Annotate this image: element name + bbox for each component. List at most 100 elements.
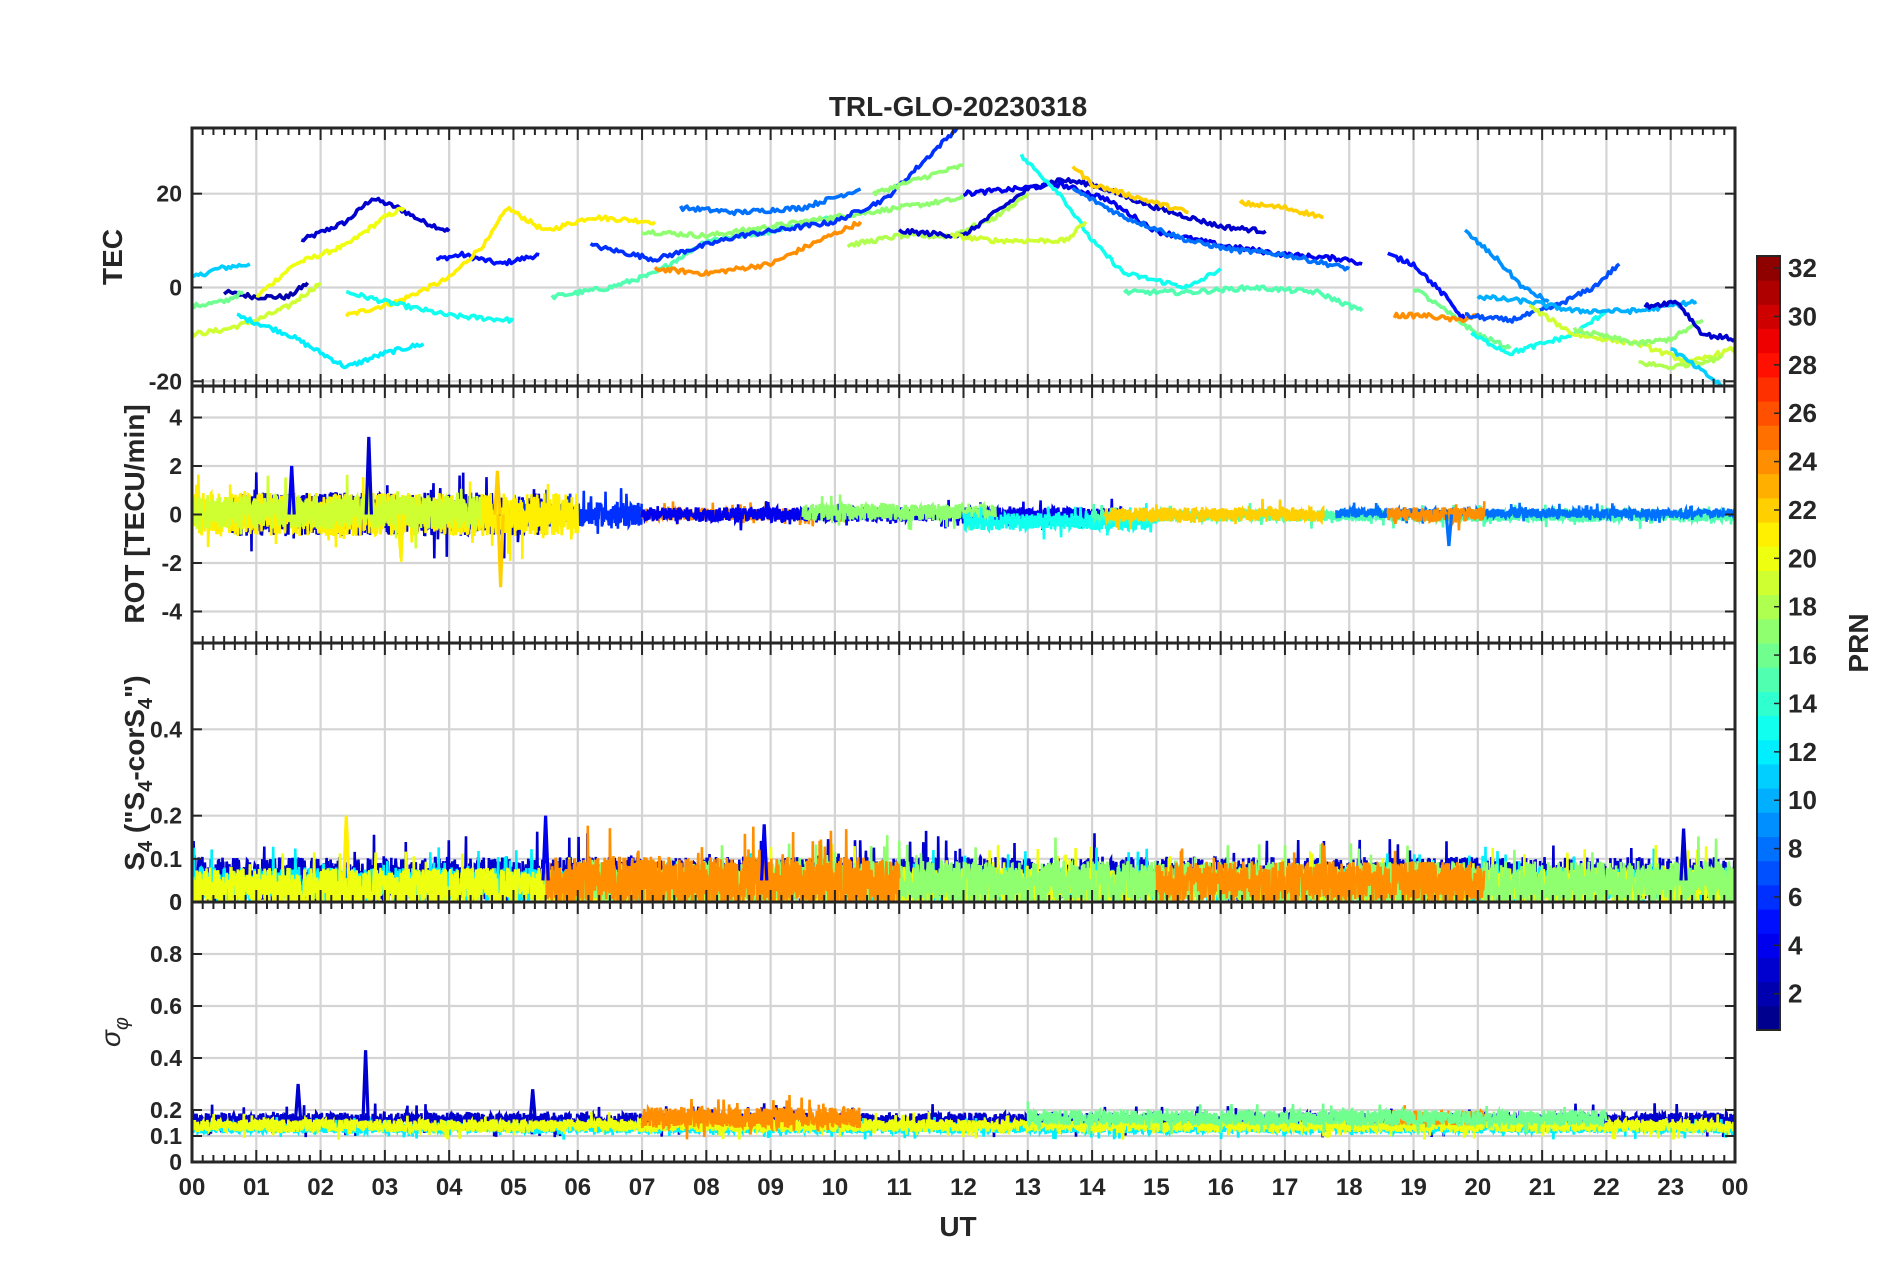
tec-series-prn-17: [1572, 318, 1704, 347]
x-tick-label: 00: [179, 1174, 206, 1201]
rot-y-axis-label: ROT [TECU/min]: [119, 404, 150, 623]
colorbar-bin-prn-23: [1757, 473, 1780, 499]
rot-series-prn-22: [1103, 498, 1325, 531]
colorbar-bin-prn-3: [1757, 957, 1780, 983]
rot-series-prn-13: [962, 503, 1158, 540]
tec-series-prn-3: [1643, 299, 1735, 343]
x-tick-label: 07: [629, 1174, 656, 1201]
colorbar-tick-label: 22: [1788, 495, 1817, 525]
colorbar-tick-label: 14: [1788, 688, 1817, 718]
tec-y-ticks: -20 0 20: [149, 181, 1735, 394]
colorbar-bin-prn-7: [1757, 860, 1780, 886]
colorbar-bin-prn-24: [1757, 449, 1780, 475]
rot-series-prn-17: [801, 494, 997, 531]
tec-series-prn-12: [236, 312, 425, 370]
y-tick-label: 2: [169, 453, 182, 479]
sigma_phi-spike-prn-3: [293, 1083, 303, 1121]
tec-series-prn-13: [345, 289, 515, 324]
y-tick-label: 0.8: [150, 941, 182, 967]
rot-spike-prn-22: [493, 470, 502, 515]
colorbar-bin-prn-28: [1757, 352, 1780, 378]
tec-series-prn-18: [1638, 354, 1724, 371]
x-axis-label: UT: [939, 1211, 976, 1242]
colorbar-bin-prn-18: [1757, 594, 1780, 620]
y-tick-label: 0: [169, 1149, 182, 1175]
sigma_phi-series-prn-20: [192, 1111, 1735, 1140]
x-tick-label: 05: [500, 1174, 527, 1201]
colorbar-tick-label: 6: [1788, 882, 1802, 912]
x-tick-label: 18: [1336, 1174, 1363, 1201]
colorbar-bin-prn-21: [1757, 522, 1780, 547]
colorbar-bin-prn-14: [1757, 691, 1780, 717]
sigma_phi-data: [192, 1050, 1735, 1140]
y-tick-label: 0.4: [150, 716, 182, 742]
x-tick-label: 08: [693, 1174, 720, 1201]
x-tick-label: 02: [307, 1174, 334, 1201]
y-tick-label: -4: [162, 598, 183, 624]
tec-series-prn-11: [192, 262, 251, 279]
x-tick-label: 20: [1464, 1174, 1491, 1201]
y-tick-label: 0.1: [150, 846, 182, 872]
y-tick-label: 0.2: [150, 1097, 182, 1123]
chart-title: TRL-GLO-20230318: [829, 91, 1087, 122]
colorbar-bin-prn-25: [1757, 425, 1780, 450]
colorbar-bin-prn-22: [1757, 497, 1780, 523]
y-tick-label: 0.2: [150, 803, 182, 829]
sigma_phi-panel: 00.10.2 0.4 0.6 0.8: [150, 900, 1737, 1175]
colorbar-bin-prn-2: [1757, 981, 1780, 1007]
sigma-phi-y-axis-label: σφ: [95, 1017, 133, 1047]
colorbar-tick-label: 16: [1788, 640, 1817, 670]
x-tick-label: 16: [1207, 1174, 1234, 1201]
colorbar-bin-prn-32: [1757, 256, 1780, 281]
tec-series-prn-16: [1412, 287, 1512, 350]
x-tick-label: 04: [436, 1174, 463, 1201]
tec-series-prn-20: [255, 206, 406, 298]
rot-y-ticks: -4 -2 0 2 4: [162, 405, 1735, 624]
colorbar-bin-prn-27: [1757, 376, 1780, 402]
y-tick-label: 0.6: [150, 993, 182, 1019]
tec-series-prn-22: [1238, 199, 1324, 219]
colorbar-frame: [1756, 255, 1781, 1031]
y-tick-label: 20: [156, 181, 182, 207]
y-tick-label: 0: [169, 502, 182, 528]
x-tick-label: 14: [1079, 1174, 1106, 1201]
rot-spike-prn-21: [396, 514, 406, 559]
x-tick-label: 03: [372, 1174, 399, 1201]
rot-spike-prn-8: [1444, 514, 1454, 547]
s4-panel: 000.10.20.4: [150, 641, 1737, 915]
colorbar-bin-prn-9: [1757, 812, 1780, 837]
sigma_phi-x-ticks: [191, 902, 1736, 1162]
colorbar-tick-label: 30: [1788, 301, 1817, 331]
tec-series-prn-13: [1470, 309, 1608, 357]
x-tick-label: 12: [950, 1174, 977, 1201]
tec-series-prn-17: [871, 163, 964, 197]
tec-series-prn-5: [435, 250, 540, 267]
tec-series-prn-21: [344, 205, 657, 318]
sigma_phi-series-prn-24: [640, 1094, 862, 1140]
tec-series-prn-13: [1019, 153, 1222, 290]
tec-series-prn-8: [679, 187, 862, 217]
s4-spike-prn-4: [541, 815, 550, 881]
colorbar-tick-label: 4: [1788, 930, 1803, 960]
colorbar-tick-label: 32: [1788, 253, 1817, 283]
tec-series-prn-19: [950, 220, 1088, 245]
tec-series-prn-8: [1071, 186, 1351, 272]
x-tick-label: 19: [1400, 1174, 1427, 1201]
y-axis-labels: TEC ROT [TECU/min] S4 ("S4-corS4") σφ: [95, 229, 157, 1047]
tec-series-prn-17: [641, 194, 965, 240]
colorbar-bin-prn-4: [1757, 933, 1780, 958]
colorbar-tick-label: 2: [1788, 979, 1802, 1009]
s4-x-ticks: [191, 643, 1736, 902]
x-tick-label: 17: [1272, 1174, 1299, 1201]
colorbar-bin-prn-20: [1757, 546, 1780, 571]
colorbar-label: PRN: [1843, 613, 1874, 672]
x-tick-labels: 00 01 02 03 04 05 06 07 08 09 10 11 12 13 14 15 16 17 18 19…: [179, 1174, 1749, 1201]
tec-series-prn-7: [1464, 262, 1621, 324]
s4-spike-prn-3: [1679, 828, 1688, 881]
colorbar-bin-prn-15: [1757, 667, 1780, 692]
sigma_phi-series-prn-16: [1026, 1101, 1608, 1135]
tec-series-prn-24: [653, 220, 863, 278]
colorbar-bin-prn-13: [1757, 715, 1780, 741]
colorbar-bin-prn-10: [1757, 788, 1780, 813]
